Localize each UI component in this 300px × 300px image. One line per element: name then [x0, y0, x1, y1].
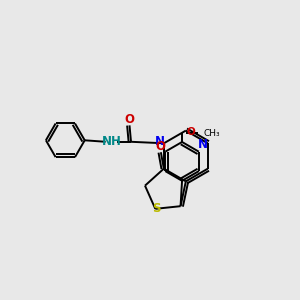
Text: O: O [124, 113, 134, 126]
Text: O: O [156, 140, 166, 153]
Text: N: N [155, 135, 165, 148]
Text: CH₃: CH₃ [203, 128, 220, 137]
Text: O: O [186, 127, 195, 136]
Text: N: N [197, 138, 207, 151]
Text: NH: NH [102, 135, 122, 148]
Text: S: S [153, 202, 161, 215]
